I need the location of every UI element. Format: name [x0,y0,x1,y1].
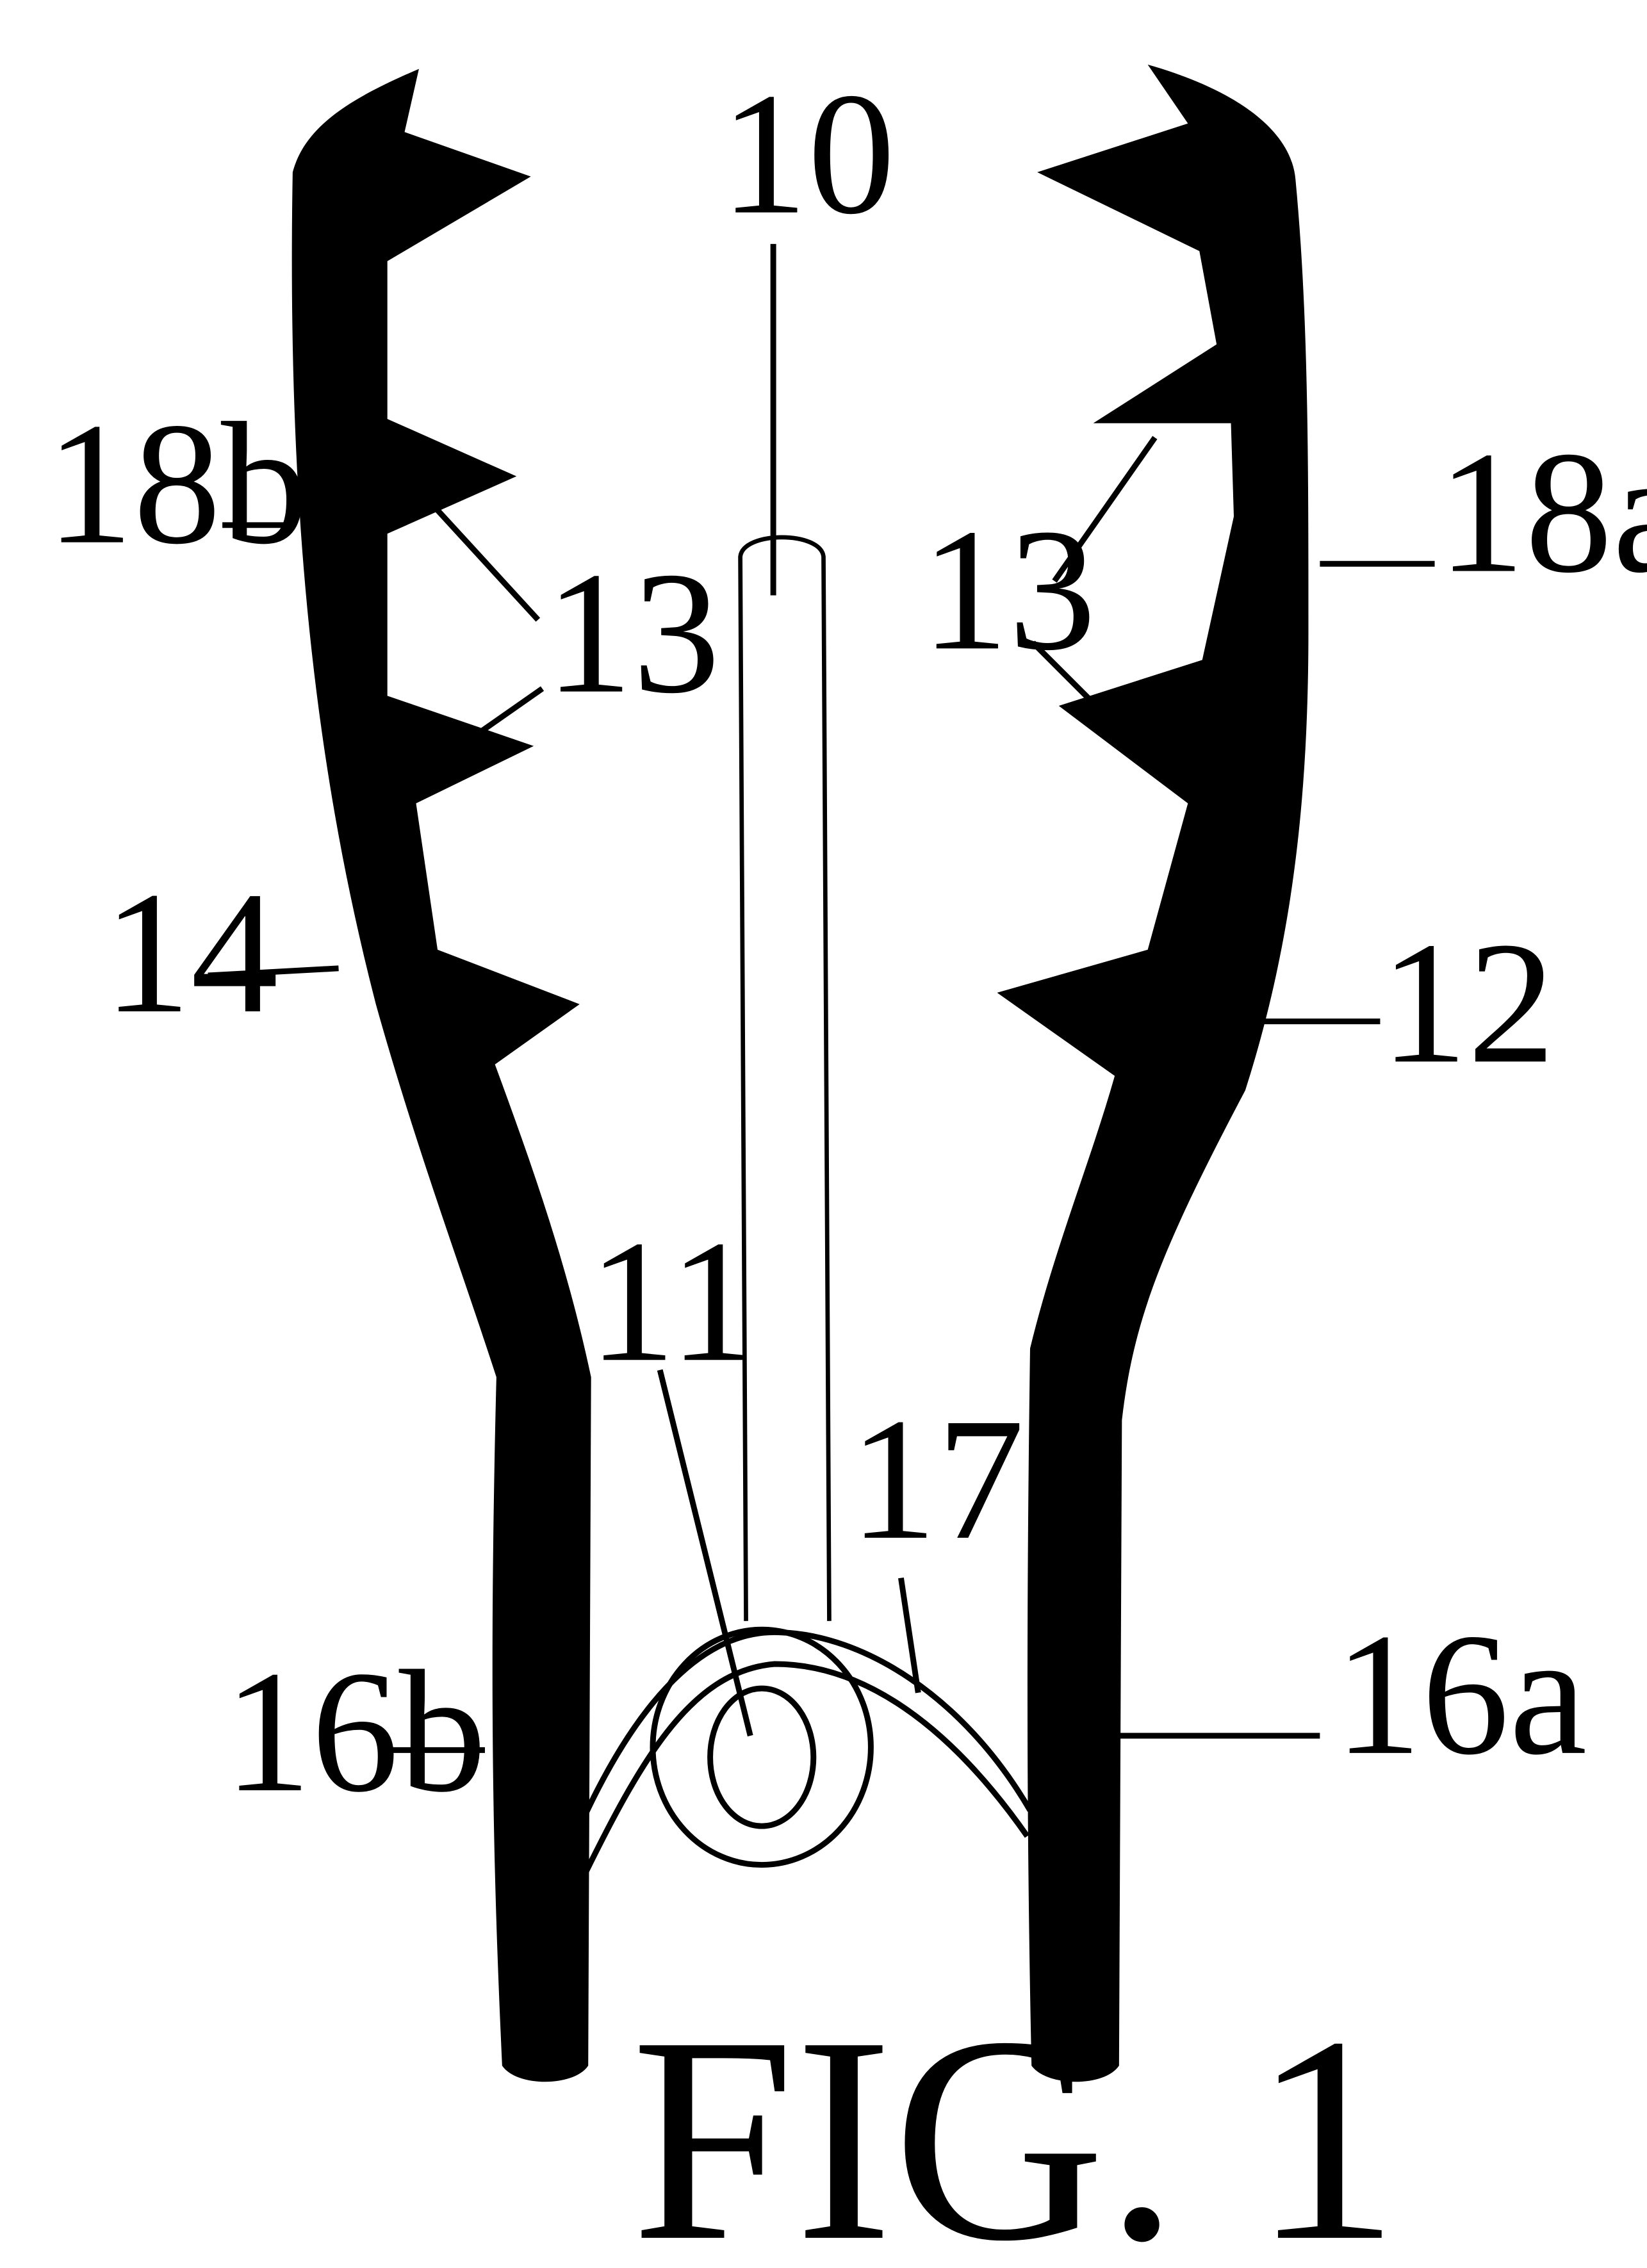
label-18b: 18b [46,388,309,581]
label-14: 14 [103,856,278,1050]
label-13-right: 13 [921,493,1096,687]
label-16a: 16a [1334,1598,1587,1791]
label-17: 17 [849,1383,1024,1576]
label-13-left: 13 [545,537,720,730]
spring-band [577,1632,1030,1891]
label-16b: 16b [224,1635,486,1829]
label-10: 10 [720,58,895,251]
label-18a: 18a [1438,416,1647,609]
label-11: 11 [588,1205,757,1398]
right-arm [997,65,1308,2082]
figure-caption: FIG. 1 [631,1977,1399,2268]
label-12: 12 [1380,906,1555,1100]
reference-labels: 10 18b 18a 13 13 14 12 11 17 16b 16a [46,58,1647,1829]
central-rod [741,537,830,1621]
